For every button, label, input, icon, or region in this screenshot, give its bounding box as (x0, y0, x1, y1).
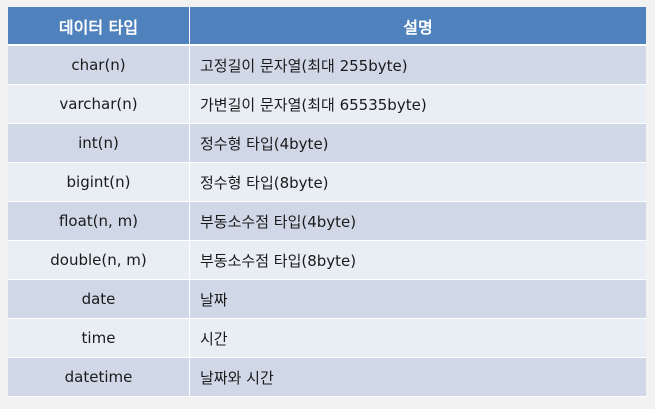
description-cell: 날짜와 시간 (190, 358, 646, 397)
type-cell: varchar(n) (8, 85, 190, 124)
type-cell: int(n) (8, 124, 190, 163)
type-cell: double(n, m) (8, 241, 190, 280)
table-row: time 시간 (8, 319, 646, 358)
type-cell: char(n) (8, 46, 190, 85)
type-cell: date (8, 280, 190, 319)
table-row: double(n, m) 부동소수점 타입(8byte) (8, 241, 646, 280)
table-row: int(n) 정수형 타입(4byte) (8, 124, 646, 163)
table-row: date 날짜 (8, 280, 646, 319)
table-row: datetime 날짜와 시간 (8, 358, 646, 397)
data-type-table-container: 데이터 타입 설명 char(n) 고정길이 문자열(최대 255byte) v… (8, 7, 646, 397)
type-cell: time (8, 319, 190, 358)
description-cell: 부동소수점 타입(8byte) (190, 241, 646, 280)
table-row: varchar(n) 가변길이 문자열(최대 65535byte) (8, 85, 646, 124)
header-data-type: 데이터 타입 (8, 7, 190, 46)
table-row: char(n) 고정길이 문자열(최대 255byte) (8, 46, 646, 85)
header-description: 설명 (190, 7, 646, 46)
table-row: bigint(n) 정수형 타입(8byte) (8, 163, 646, 202)
description-cell: 고정길이 문자열(최대 255byte) (190, 46, 646, 85)
description-cell: 날짜 (190, 280, 646, 319)
type-cell: bigint(n) (8, 163, 190, 202)
table-header-row: 데이터 타입 설명 (8, 7, 646, 46)
description-cell: 정수형 타입(8byte) (190, 163, 646, 202)
description-cell: 부동소수점 타입(4byte) (190, 202, 646, 241)
description-cell: 정수형 타입(4byte) (190, 124, 646, 163)
description-cell: 시간 (190, 319, 646, 358)
type-cell: float(n, m) (8, 202, 190, 241)
description-cell: 가변길이 문자열(최대 65535byte) (190, 85, 646, 124)
data-type-table: 데이터 타입 설명 char(n) 고정길이 문자열(최대 255byte) v… (8, 7, 646, 397)
table-row: float(n, m) 부동소수점 타입(4byte) (8, 202, 646, 241)
type-cell: datetime (8, 358, 190, 397)
